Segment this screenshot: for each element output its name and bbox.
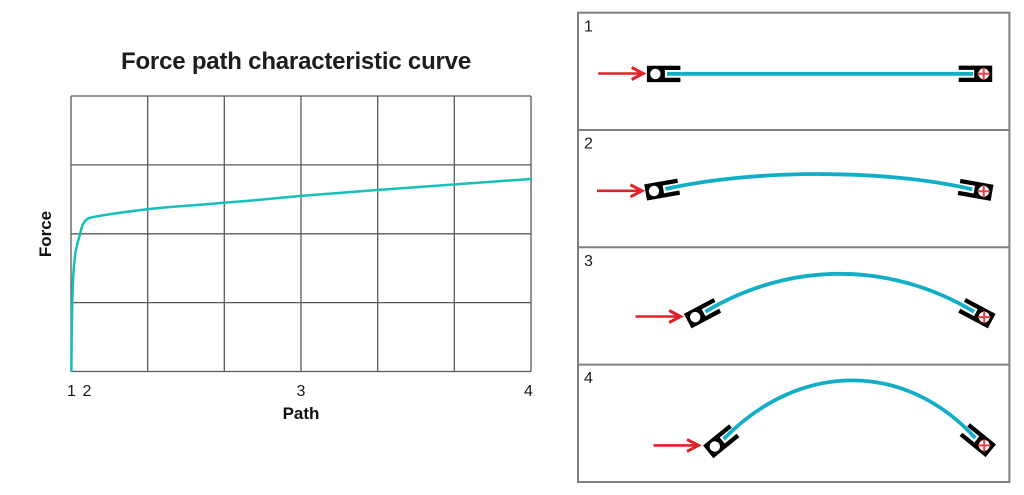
svg-text:2: 2: [584, 135, 593, 152]
svg-text:3: 3: [584, 253, 593, 270]
svg-text:4: 4: [584, 370, 593, 387]
svg-text:1: 1: [584, 19, 593, 36]
svg-text:Force: Force: [36, 211, 55, 257]
svg-text:Path: Path: [283, 404, 320, 423]
svg-text:4: 4: [524, 383, 533, 400]
svg-text:2: 2: [83, 383, 92, 400]
svg-text:1: 1: [67, 383, 76, 400]
svg-text:3: 3: [297, 383, 306, 400]
svg-text:Force path characteristic curv: Force path characteristic curve: [121, 48, 471, 75]
